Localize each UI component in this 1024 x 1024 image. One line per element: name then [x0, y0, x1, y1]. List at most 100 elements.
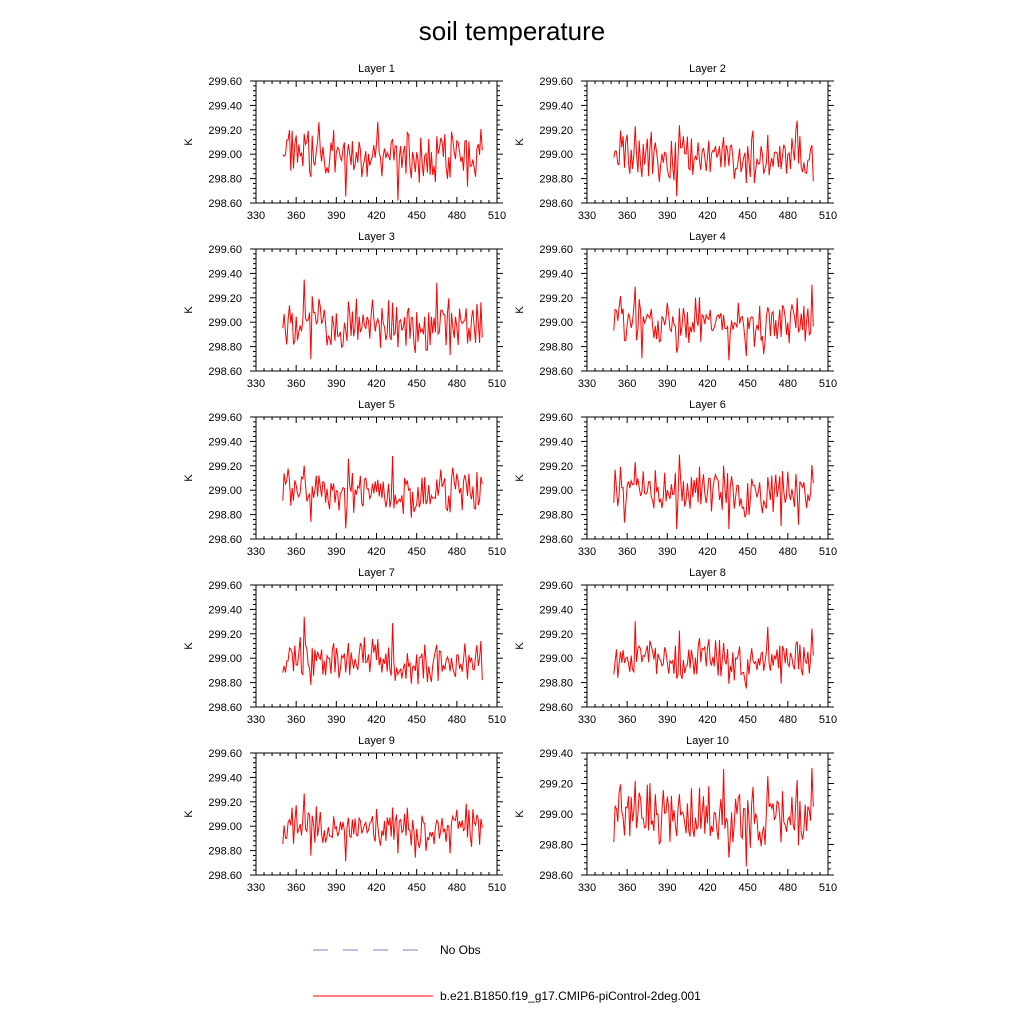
y-axis-label: K	[183, 642, 195, 650]
y-tick-label: 299.40	[539, 268, 573, 280]
y-axis-label: K	[183, 474, 195, 482]
x-tick-label: 420	[367, 714, 385, 726]
y-tick-label: 299.60	[208, 76, 242, 88]
series-line	[282, 121, 483, 201]
y-axis-label: K	[514, 642, 526, 650]
x-tick-label: 360	[287, 378, 305, 390]
x-tick-label: 360	[618, 378, 636, 390]
panel-title: Layer 1	[358, 63, 395, 75]
panel-title: Layer 3	[358, 231, 395, 243]
y-axis-label: K	[514, 306, 526, 314]
x-tick-label: 450	[738, 714, 756, 726]
y-tick-label: 299.60	[208, 748, 242, 760]
plot-frame	[255, 416, 498, 540]
x-tick-label: 330	[247, 210, 265, 222]
x-tick-label: 510	[819, 714, 837, 726]
y-tick-label: 299.20	[539, 461, 573, 473]
x-tick-label: 390	[327, 210, 345, 222]
y-tick-label: 299.00	[208, 149, 242, 161]
x-tick-label: 420	[367, 546, 385, 558]
plot-frame	[255, 584, 498, 708]
x-tick-label: 480	[779, 714, 797, 726]
x-tick-label: 510	[488, 714, 506, 726]
chart-panel: Layer 2 K 330 360 390 420 450 480 510 298.60 298.8…	[514, 63, 837, 222]
chart-panel: Layer 7 K 330 360 390 420 450 480 510 298.60 298.8…	[183, 567, 506, 726]
series-line	[282, 616, 483, 685]
x-tick-label: 330	[247, 378, 265, 390]
x-tick-label: 480	[448, 714, 466, 726]
x-tick-label: 330	[578, 714, 596, 726]
y-tick-label: 299.60	[208, 580, 242, 592]
x-tick-label: 480	[448, 210, 466, 222]
panel-title: Layer 2	[689, 63, 726, 75]
x-tick-label: 510	[819, 378, 837, 390]
chart-panel: Layer 8 K 330 360 390 420 450 480 510 298.60 298.8…	[514, 567, 837, 726]
panel-title: Layer 7	[358, 567, 395, 579]
x-tick-label: 390	[658, 210, 676, 222]
y-tick-label: 299.20	[208, 797, 242, 809]
y-tick-label: 299.00	[539, 149, 573, 161]
x-tick-label: 330	[578, 210, 596, 222]
chart-panels: Layer 1 K 330 360 390 420 450 480 510 298.60 298.8…	[183, 63, 837, 894]
x-tick-label: 420	[367, 378, 385, 390]
x-tick-label: 420	[698, 714, 716, 726]
series-line	[613, 284, 814, 361]
y-tick-label: 299.20	[539, 779, 573, 791]
panel-title: Layer 5	[358, 399, 395, 411]
x-tick-label: 390	[327, 882, 345, 894]
chart-panel: Layer 5 K 330 360 390 420 450 480 510 298.60 298.8…	[183, 399, 506, 558]
y-tick-label: 299.40	[539, 100, 573, 112]
x-tick-label: 390	[327, 714, 345, 726]
x-tick-label: 390	[658, 378, 676, 390]
y-tick-label: 299.60	[208, 412, 242, 424]
series-line	[613, 767, 814, 867]
y-tick-label: 298.80	[539, 342, 573, 354]
panel-title: Layer 8	[689, 567, 726, 579]
x-tick-label: 360	[618, 714, 636, 726]
x-tick-label: 450	[738, 378, 756, 390]
y-tick-label: 299.20	[539, 629, 573, 641]
x-tick-label: 330	[578, 882, 596, 894]
y-axis-label: K	[514, 138, 526, 146]
x-tick-label: 360	[287, 210, 305, 222]
panel-title: Layer 4	[689, 231, 726, 243]
x-tick-label: 510	[488, 882, 506, 894]
y-tick-label: 299.00	[208, 821, 242, 833]
y-tick-label: 299.40	[539, 748, 573, 760]
chart-panel: Layer 1 K 330 360 390 420 450 480 510 298.60 298.8…	[183, 63, 506, 222]
x-tick-label: 420	[698, 210, 716, 222]
x-tick-label: 450	[738, 210, 756, 222]
x-tick-label: 390	[658, 546, 676, 558]
x-tick-label: 390	[327, 546, 345, 558]
x-tick-label: 390	[658, 714, 676, 726]
legend-label-no-obs: No Obs	[440, 943, 481, 957]
chart-panel: Layer 10 K 330 360 390 420 450 480 510 298.60 298.…	[514, 735, 837, 894]
y-tick-label: 299.40	[208, 604, 242, 616]
y-tick-label: 299.20	[208, 125, 242, 137]
y-tick-label: 299.40	[539, 436, 573, 448]
y-tick-label: 299.40	[539, 604, 573, 616]
x-tick-label: 420	[698, 378, 716, 390]
y-tick-label: 298.80	[539, 678, 573, 690]
y-tick-label: 299.40	[208, 100, 242, 112]
x-tick-label: 510	[819, 546, 837, 558]
y-tick-label: 299.40	[208, 268, 242, 280]
y-tick-label: 299.60	[539, 412, 573, 424]
y-tick-label: 299.00	[208, 653, 242, 665]
y-axis-label: K	[183, 810, 195, 818]
x-tick-label: 450	[407, 714, 425, 726]
series-line	[613, 120, 814, 197]
x-tick-label: 360	[287, 882, 305, 894]
legend-label-model: b.e21.B1850.f19_g17.CMIP6-piControl-2deg…	[440, 989, 701, 1003]
y-tick-label: 298.80	[208, 510, 242, 522]
y-tick-label: 298.80	[208, 846, 242, 858]
y-tick-label: 298.60	[208, 870, 242, 882]
x-tick-label: 510	[819, 210, 837, 222]
x-tick-label: 360	[618, 546, 636, 558]
chart-panel: Layer 6 K 330 360 390 420 450 480 510 298.60 298.8…	[514, 399, 837, 558]
x-tick-label: 390	[327, 378, 345, 390]
x-tick-label: 360	[287, 546, 305, 558]
y-tick-label: 299.00	[539, 653, 573, 665]
y-tick-label: 298.60	[208, 534, 242, 546]
